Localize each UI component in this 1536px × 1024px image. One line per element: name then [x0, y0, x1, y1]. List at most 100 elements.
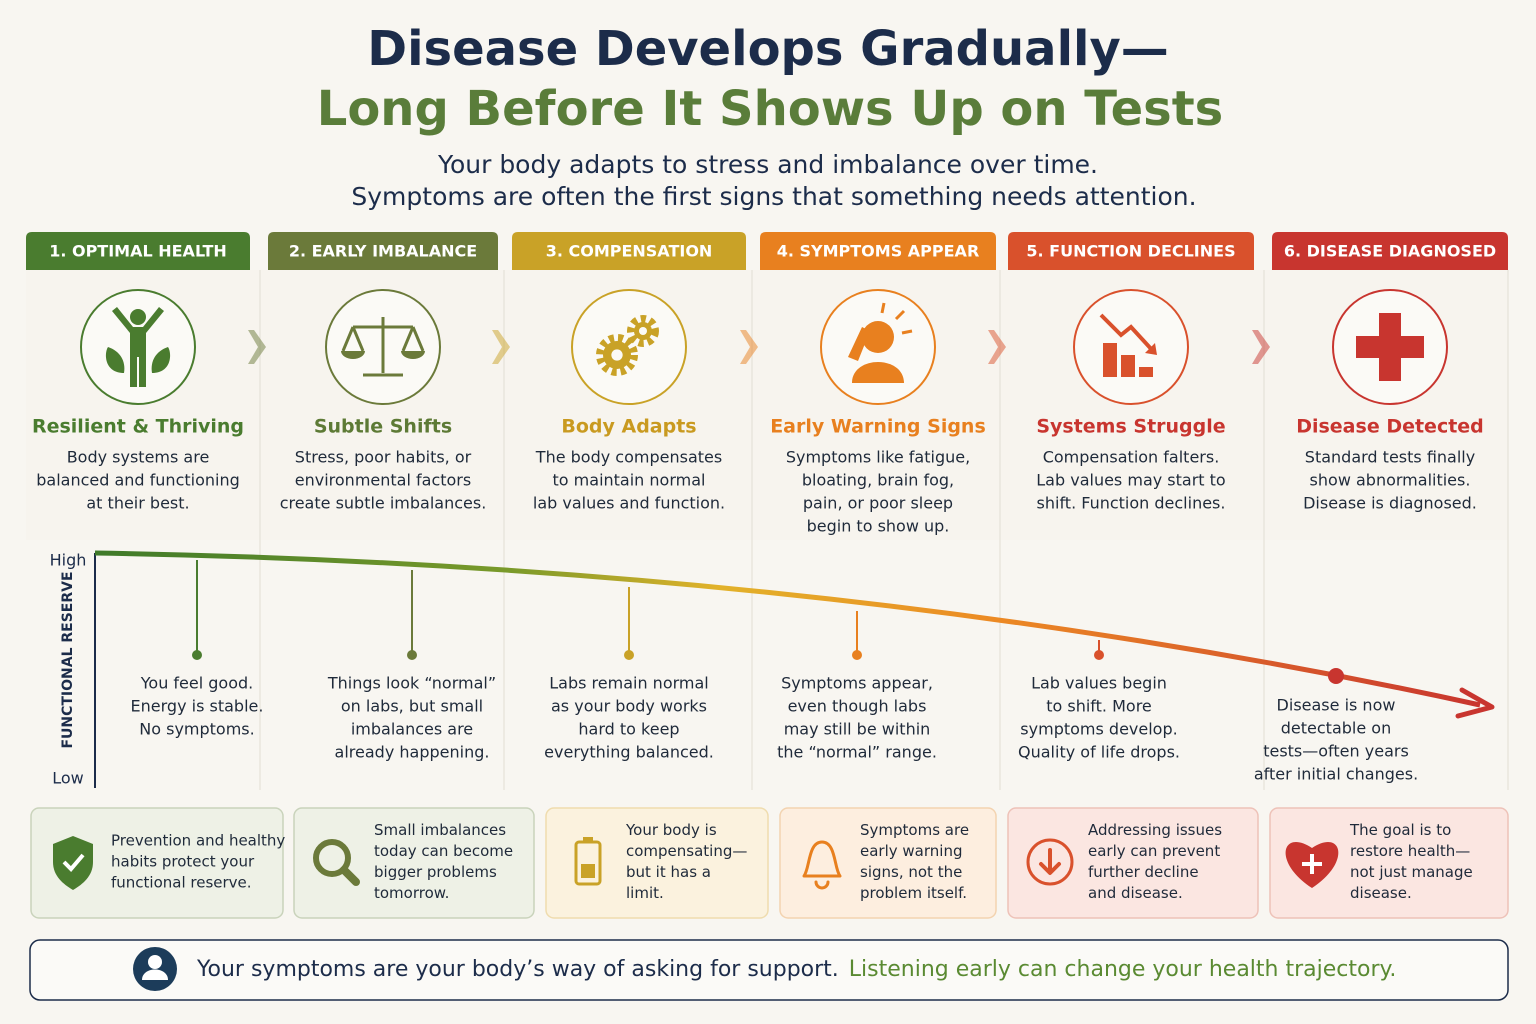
note-dot [1328, 668, 1344, 684]
stage-description: create subtle imbalances. [280, 494, 487, 513]
note-text: detectable on [1281, 719, 1391, 738]
footer-main: Your symptoms are your body’s way of ask… [196, 957, 839, 982]
stage-icon [1332, 289, 1448, 405]
tip-box [293, 807, 535, 919]
note-dot [192, 650, 202, 660]
icon-shape [1103, 343, 1117, 377]
tip-text: signs, not the [860, 863, 962, 881]
stage-description: Body systems are [67, 448, 210, 467]
stage-description: Standard tests finally [1305, 448, 1475, 467]
icon-shape [627, 315, 659, 347]
stage-description: lab values and function. [533, 494, 725, 513]
axis-label: FUNCTIONAL RESERVE [60, 571, 76, 748]
stage-title: Disease Detected [1296, 416, 1484, 438]
stage-icon [1073, 289, 1189, 405]
tip-text: bigger problems [374, 863, 497, 881]
tip-icon [1302, 854, 1322, 874]
tip-text: Your body is [625, 821, 717, 839]
stage-icon [820, 289, 936, 405]
note-text: Disease is now [1277, 696, 1396, 715]
stage-icon [80, 289, 196, 405]
note-text: as your body works [551, 697, 707, 716]
note-text: imbalances are [351, 720, 473, 739]
tip-text: and disease. [1088, 884, 1183, 902]
stage-title: Body Adapts [561, 416, 696, 438]
stage-description: shift. Function declines. [1037, 494, 1226, 513]
stage-description: Lab values may start to [1036, 471, 1225, 490]
tip-icon [62, 853, 85, 872]
icon-shape [848, 327, 904, 383]
tip-icon [1026, 838, 1074, 886]
tip-icon [802, 840, 842, 890]
stage-description: show abnormalities. [1310, 471, 1471, 490]
note-text: the “normal” range. [777, 743, 937, 762]
tip-text: Symptoms are [860, 821, 969, 839]
stage-label: 6. DISEASE DIAGNOSED [1284, 242, 1496, 261]
tip-text: tomorrow. [374, 884, 449, 902]
tip-icon [340, 866, 360, 886]
stage-tab [1272, 232, 1508, 270]
note-text: after initial changes. [1254, 765, 1418, 784]
note-text: Things look “normal” [327, 674, 496, 693]
icon-shape [611, 349, 623, 361]
icon-shape [341, 351, 425, 359]
tip-text: Addressing issues [1088, 821, 1222, 839]
panel-bg [26, 270, 1508, 540]
note-text: No symptoms. [139, 720, 254, 739]
content: High Low FUNCTIONAL RESERVE 1. OPTIMAL HEAL… [26, 232, 1509, 1001]
stage-label: 5. FUNCTION DECLINES [1026, 242, 1235, 261]
footer-icon [148, 955, 162, 969]
axis-low: Low [52, 769, 84, 788]
stage-title: Systems Struggle [1036, 416, 1225, 438]
tip-box [30, 807, 284, 919]
note-text: Energy is stable. [131, 697, 264, 716]
note-text: on labs, but small [341, 697, 483, 716]
stage-description: environmental factors [295, 471, 471, 490]
tip-icon [53, 836, 93, 890]
tip-text: habits protect your [111, 853, 255, 871]
note-text: hard to keep [578, 720, 679, 739]
note-dot [852, 650, 862, 660]
stage-tab [268, 232, 498, 270]
note-text: everything balanced. [544, 743, 714, 762]
note-text: Symptoms appear, [781, 674, 933, 693]
note-text: already happening. [335, 743, 490, 762]
axis-high: High [50, 551, 87, 570]
tip-text: early warning [860, 842, 962, 860]
tip-text: today can become [374, 842, 513, 860]
tip-text: further decline [1088, 863, 1199, 881]
chevron [1252, 330, 1270, 364]
stage-description: Symptoms like fatigue, [786, 448, 970, 467]
stage-label: 3. COMPENSATION [546, 242, 713, 261]
note-dot [1094, 650, 1104, 660]
icon-shape [112, 307, 164, 387]
stage-icon [571, 289, 687, 405]
chevron [492, 330, 510, 364]
icon-ring [571, 289, 687, 405]
note-text: Quality of life drops. [1018, 743, 1180, 762]
title: Disease Develops Gradually— [367, 21, 1169, 77]
trajectory-curve [94, 550, 1481, 708]
stage-icon [325, 289, 441, 405]
stage-tab [1008, 232, 1254, 270]
note-text: Labs remain normal [549, 674, 709, 693]
stage-label: 4. SYMPTOMS APPEAR [777, 242, 980, 261]
tip-box [779, 807, 997, 919]
stage-description: to maintain normal [553, 471, 706, 490]
tip-text: restore health— [1350, 842, 1470, 860]
stage-description: bloating, brain fog, [802, 471, 954, 490]
arrow-head [1455, 687, 1495, 719]
tip-text: early can prevent [1088, 842, 1220, 860]
subtitle: Your body adapts to stress and imbalance… [437, 150, 1098, 179]
stage-tab [760, 232, 996, 270]
tip-text: compensating— [626, 842, 747, 860]
icon-shape [1145, 343, 1157, 355]
note-dot [407, 650, 417, 660]
icon-shape [341, 317, 425, 377]
note-dot [624, 650, 634, 660]
icon-shape [1121, 355, 1135, 377]
icon-shape [596, 334, 638, 376]
tip-icon [583, 837, 593, 842]
icon-shape [1139, 367, 1153, 377]
